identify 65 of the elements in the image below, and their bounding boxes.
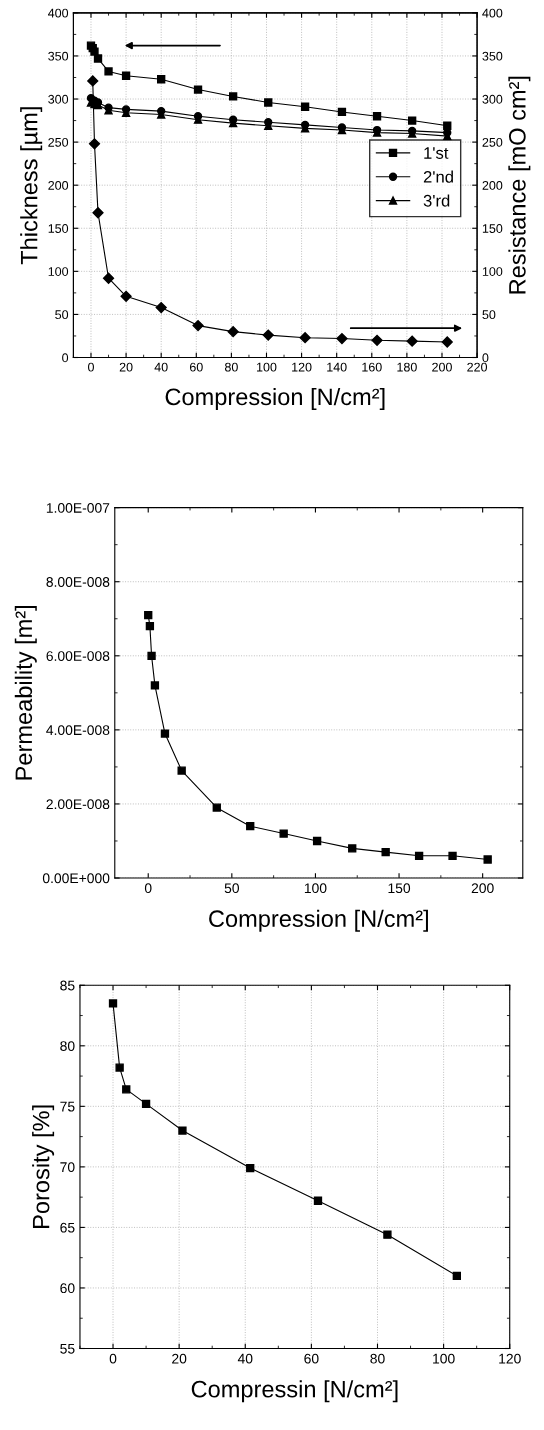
y2-tick-label: 0: [482, 353, 489, 363]
x-tick-label: 220: [467, 362, 488, 372]
y-tick-label: 65: [60, 1222, 75, 1233]
y-tick-label: 75: [60, 1101, 75, 1112]
y-tick-label: 6.00E-008: [46, 651, 110, 661]
y-tick-label: 50: [55, 310, 69, 320]
x-tick-label: 120: [499, 1353, 521, 1364]
y-axis-title: Thickness [µm]: [20, 107, 43, 265]
x-tick-label: 120: [292, 362, 312, 372]
x-tick-label: 0: [144, 883, 152, 894]
y2-tick-label: 200: [482, 180, 503, 190]
x-tick-label: 100: [304, 883, 327, 894]
x-tick-label: 80: [224, 362, 238, 372]
y2-tick-label: 50: [482, 310, 496, 320]
x-tick-label: 180: [397, 362, 417, 372]
y2-tick-label: 400: [482, 8, 503, 18]
y2-tick-label: 250: [482, 137, 503, 147]
x-tick-label: 80: [370, 1353, 385, 1364]
x-tick-label: 100: [433, 1353, 455, 1364]
y-tick-label: 8.00E-008: [46, 577, 110, 587]
y-tick-label: 200: [48, 180, 69, 190]
y-tick-label: 2.00E-008: [46, 799, 110, 810]
legend-label: 2'nd: [423, 170, 453, 183]
x-tick-label: 40: [237, 1353, 253, 1364]
x-tick-label: 140: [327, 362, 347, 372]
y-axis-title: Porosity [%]: [32, 1105, 55, 1228]
y-tick-label: 80: [60, 1041, 75, 1051]
x-tick-label: 200: [432, 362, 452, 372]
y-tick-label: 70: [60, 1162, 75, 1173]
x-axis-title: Compression [N/cm²]: [165, 387, 385, 410]
x-axis-title: Compressin [N/cm²]: [191, 1380, 398, 1403]
x-tick-label: 60: [304, 1353, 319, 1364]
y-tick-label: 4.00E-008: [46, 725, 110, 736]
y2-tick-label: 300: [482, 94, 503, 104]
x-tick-label: 150: [388, 883, 411, 894]
legend-label: 1'st: [424, 147, 449, 159]
x-tick-label: 160: [362, 362, 382, 372]
y-tick-label: 250: [48, 137, 69, 147]
y-tick-label: 0: [62, 353, 69, 363]
y-tick-label: 400: [48, 8, 69, 18]
y2-tick-label: 150: [482, 224, 503, 233]
y-tick-label: 100: [48, 267, 69, 276]
x-tick-label: 40: [154, 362, 168, 372]
x-tick-label: 60: [189, 362, 203, 372]
x-tick-label: 20: [172, 1353, 187, 1364]
y2-tick-label: 350: [482, 51, 503, 61]
x-tick-label: 0: [109, 1353, 117, 1364]
y-tick-label: 85: [60, 980, 75, 991]
y2-tick-label: 100: [482, 267, 503, 276]
y-tick-label: 350: [48, 51, 69, 61]
x-axis-title: Compression [N/cm²]: [209, 909, 428, 932]
x-tick-label: 50: [224, 883, 240, 894]
x-tick-label: 0: [88, 362, 94, 372]
y-tick-label: 60: [60, 1283, 75, 1294]
y-axis-title: Permeability [m²]: [14, 605, 37, 780]
y-tick-label: 55: [60, 1343, 75, 1354]
y2-axis-title: Resistance [mO cm²]: [508, 76, 531, 294]
legend-label: 3'rd: [423, 194, 450, 207]
y-tick-label: 150: [48, 224, 69, 233]
x-tick-label: 100: [257, 362, 277, 372]
y-tick-label: 1.00E-007: [46, 502, 110, 513]
y-tick-label: 300: [48, 94, 69, 104]
y-tick-label: 0.00E+000: [42, 873, 110, 884]
x-tick-label: 20: [119, 362, 133, 372]
x-tick-label: 200: [471, 883, 494, 894]
